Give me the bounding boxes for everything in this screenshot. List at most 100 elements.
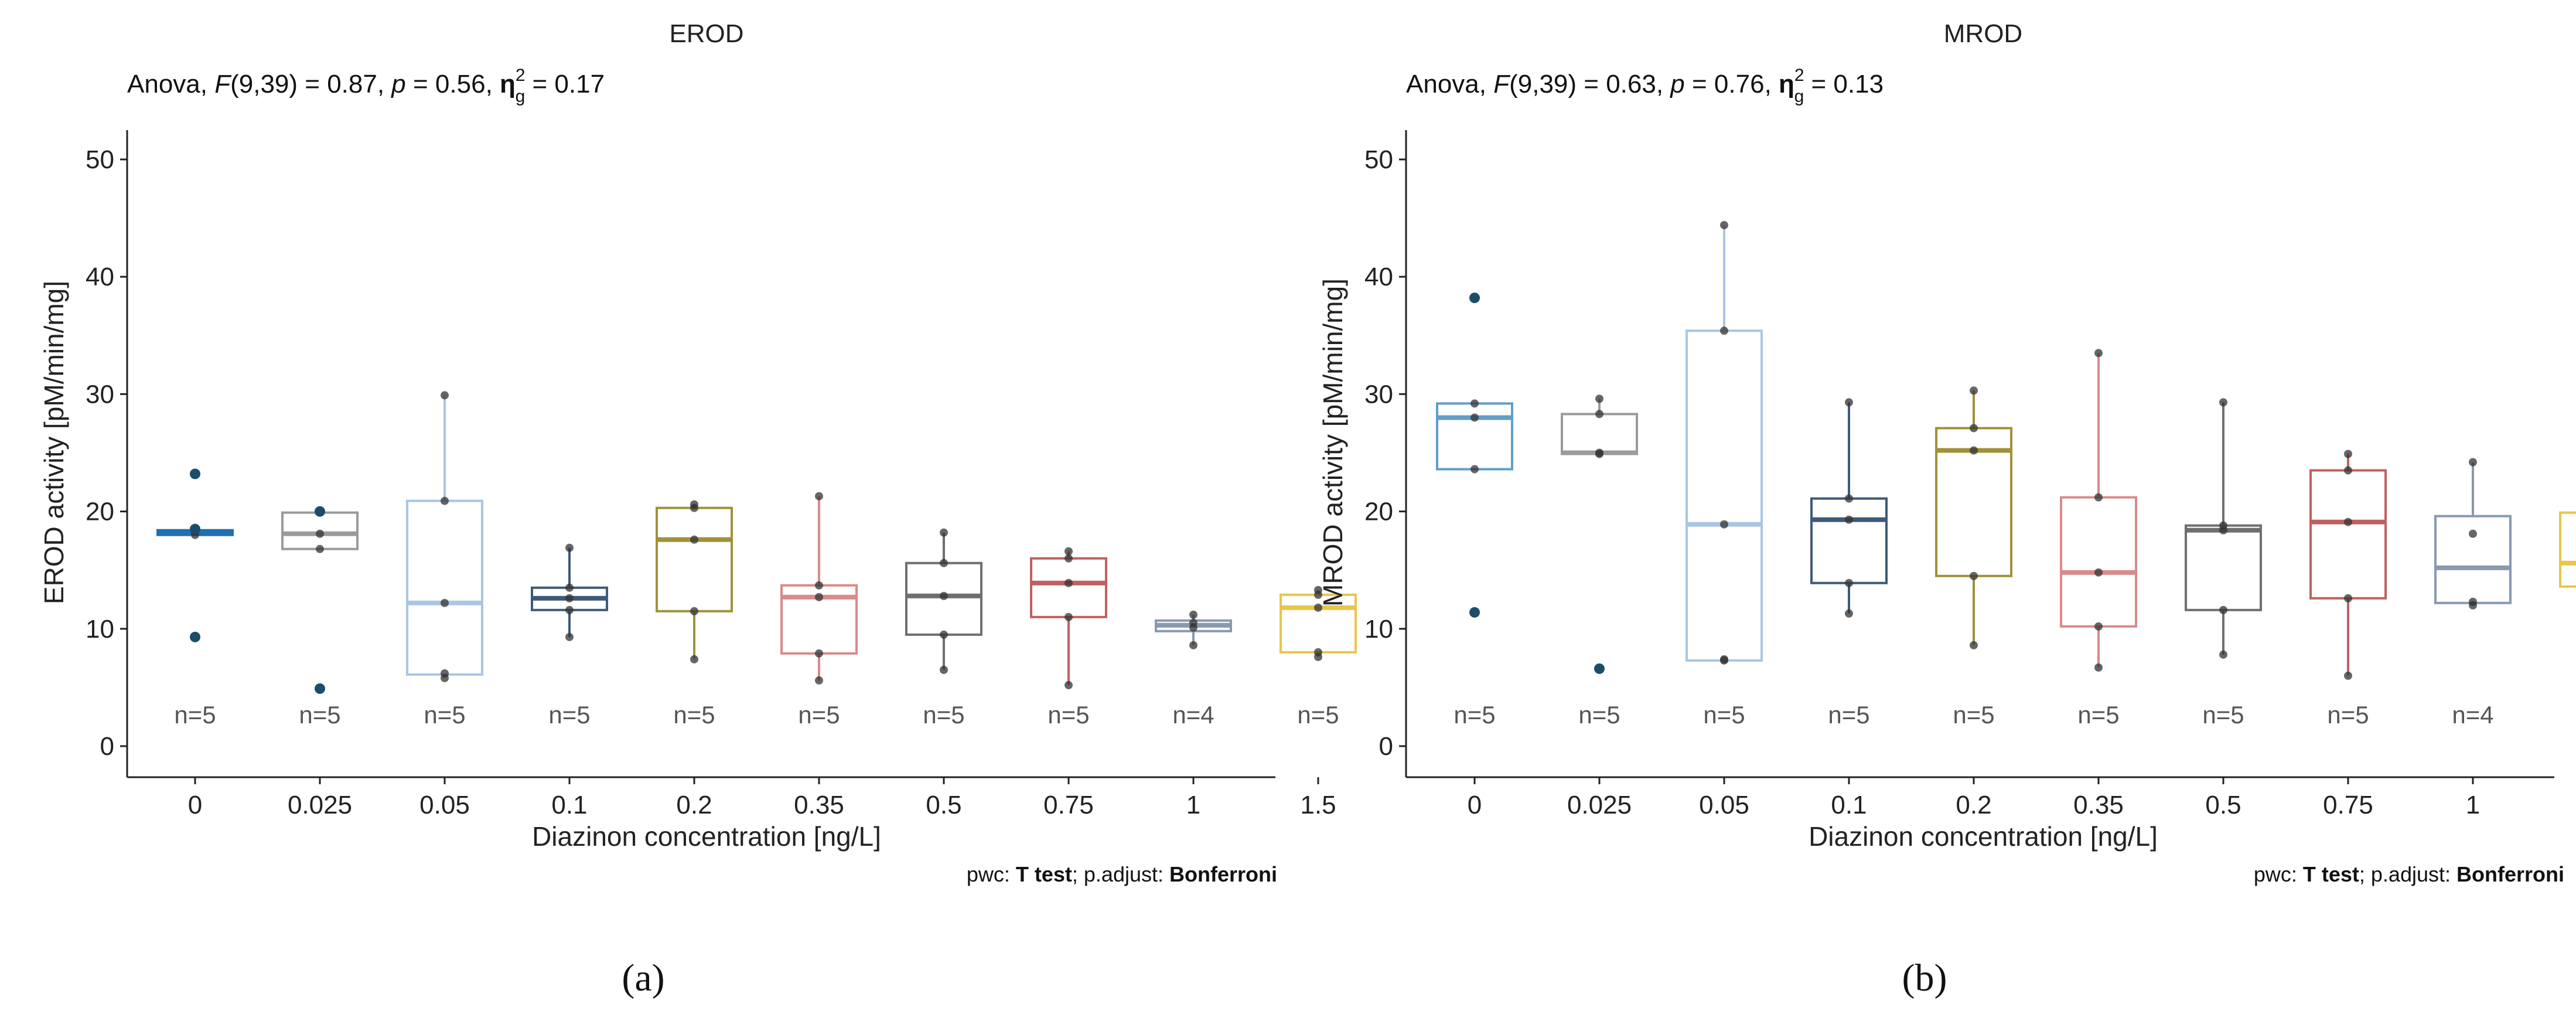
x-axis-label: Diazinon concentration [ng/L]: [532, 821, 881, 852]
n-label: n=5: [2202, 701, 2244, 729]
plot-area: 0n=50.025n=50.05n=50.1n=50.2n=50.35n=50.…: [1436, 221, 2576, 819]
n-label: n=5: [1953, 701, 1994, 729]
x-tick-label: 0.025: [1567, 791, 1632, 819]
x-axis-label: Diazinon concentration [ng/L]: [1809, 821, 2158, 852]
chart-title: EROD: [669, 19, 743, 48]
data-point: [1845, 494, 1853, 503]
n-label: n=4: [1172, 701, 1214, 729]
box-group: 0.025 n=5: [1561, 394, 1638, 819]
data-point: [2344, 671, 2352, 680]
n-label: n=5: [923, 701, 964, 729]
box: [1436, 402, 1513, 471]
outlier-point: [315, 506, 325, 517]
data-point: [1595, 394, 1603, 403]
box: [2185, 524, 2262, 611]
y-tick-label: 30: [86, 380, 114, 409]
box: [1686, 329, 1763, 662]
box: [1810, 497, 1888, 584]
data-point: [565, 543, 574, 552]
y-tick-label: 20: [1364, 498, 1393, 526]
data-point: [565, 632, 574, 641]
y-tick-label: 20: [86, 498, 114, 526]
y-tick-label: 0: [1379, 732, 1393, 761]
data-point: [940, 591, 948, 600]
data-point: [2094, 568, 2103, 577]
data-point: [1970, 641, 1978, 649]
box-group: 1.5 n=5: [1280, 586, 1357, 819]
box: [2309, 469, 2387, 600]
box-group: 0.1 n=5: [1810, 398, 1888, 819]
x-tick-label: 0.1: [1831, 791, 1867, 819]
box-group: 0.35 n=5: [780, 492, 858, 819]
y-tick-label: 10: [86, 615, 114, 644]
data-point: [316, 545, 324, 553]
data-point: [690, 655, 698, 663]
data-point: [1720, 221, 1728, 230]
y-tick-label: 0: [100, 732, 114, 761]
x-tick-label: 0.75: [2323, 791, 2373, 819]
panel-label: (a): [622, 957, 664, 999]
box-group: 0.2 n=5: [1935, 386, 2012, 819]
data-point: [2469, 529, 2477, 538]
y-tick-label: 50: [86, 145, 114, 174]
box-group: 0 n=5: [156, 468, 234, 819]
data-point: [690, 535, 698, 544]
box: [406, 499, 483, 676]
x-tick-label: 0.35: [2073, 791, 2124, 819]
data-point: [815, 676, 823, 685]
outlier-point: [315, 683, 325, 694]
n-label: n=5: [2077, 701, 2119, 729]
data-point: [1064, 547, 1073, 556]
data-point: [441, 598, 449, 607]
x-tick-label: 0.025: [288, 791, 352, 819]
y-tick-label: 50: [1364, 145, 1393, 174]
n-label: n=5: [1454, 701, 1495, 729]
data-point: [2219, 398, 2227, 407]
data-point: [1595, 448, 1603, 457]
box-group: 0.5 n=5: [2185, 398, 2262, 819]
box-group: 0.2 n=5: [656, 500, 733, 819]
x-tick-label: 0.2: [1956, 791, 1991, 819]
data-point: [940, 665, 948, 674]
data-point: [1970, 571, 1978, 580]
y-axis-label: EROD activity [pM/min/mg]: [39, 281, 69, 604]
data-point: [690, 500, 698, 509]
box-group: 0.5 n=5: [905, 528, 982, 819]
box-group: 0.025 n=5: [281, 506, 359, 819]
y-tick-label: 30: [1364, 380, 1393, 409]
data-point: [1314, 603, 1322, 612]
data-point: [940, 559, 948, 567]
box-group: 0.75 n=5: [1030, 547, 1107, 819]
data-point: [815, 492, 823, 501]
x-tick-label: 0.05: [1699, 791, 1749, 819]
n-label: n=5: [1297, 701, 1339, 729]
x-tick-label: 0.35: [794, 791, 844, 819]
data-point: [1845, 579, 1853, 587]
x-tick-label: 0: [1468, 791, 1482, 819]
data-point: [1064, 579, 1073, 587]
data-point: [565, 583, 574, 592]
panel-mrod: MROD Anova, F(9,39) = 0.63, p = 0.76, η2…: [1318, 19, 2576, 999]
outlier-point: [190, 523, 200, 535]
y-axis-label: MROD activity [pM/min/mg]: [1318, 278, 1348, 607]
x-tick-label: 0.1: [551, 791, 587, 819]
box: [1030, 557, 1107, 618]
x-tick-label: 0.2: [676, 791, 712, 819]
data-point: [441, 496, 449, 505]
x-tick-label: 0.75: [1043, 791, 1094, 819]
data-point: [2219, 605, 2227, 614]
box-group: 0 n=5: [1436, 292, 1513, 819]
pwc-caption: pwc: T test; p.adjust: Bonferroni: [967, 862, 1277, 886]
n-label: n=5: [2327, 701, 2369, 729]
data-point: [1720, 520, 1728, 529]
x-tick-label: 1: [2466, 791, 2480, 819]
data-point: [2219, 650, 2227, 659]
data-point: [2094, 349, 2103, 358]
y-tick-label: 40: [1364, 263, 1393, 291]
box-group: 0.75 n=5: [2309, 450, 2387, 819]
box-group: 0.1 n=5: [531, 543, 608, 819]
anova-stat: Anova, F(9,39) = 0.63, p = 0.76, η2 g = 0…: [1406, 66, 1884, 106]
n-label: n=5: [174, 701, 216, 729]
box: [656, 506, 733, 613]
